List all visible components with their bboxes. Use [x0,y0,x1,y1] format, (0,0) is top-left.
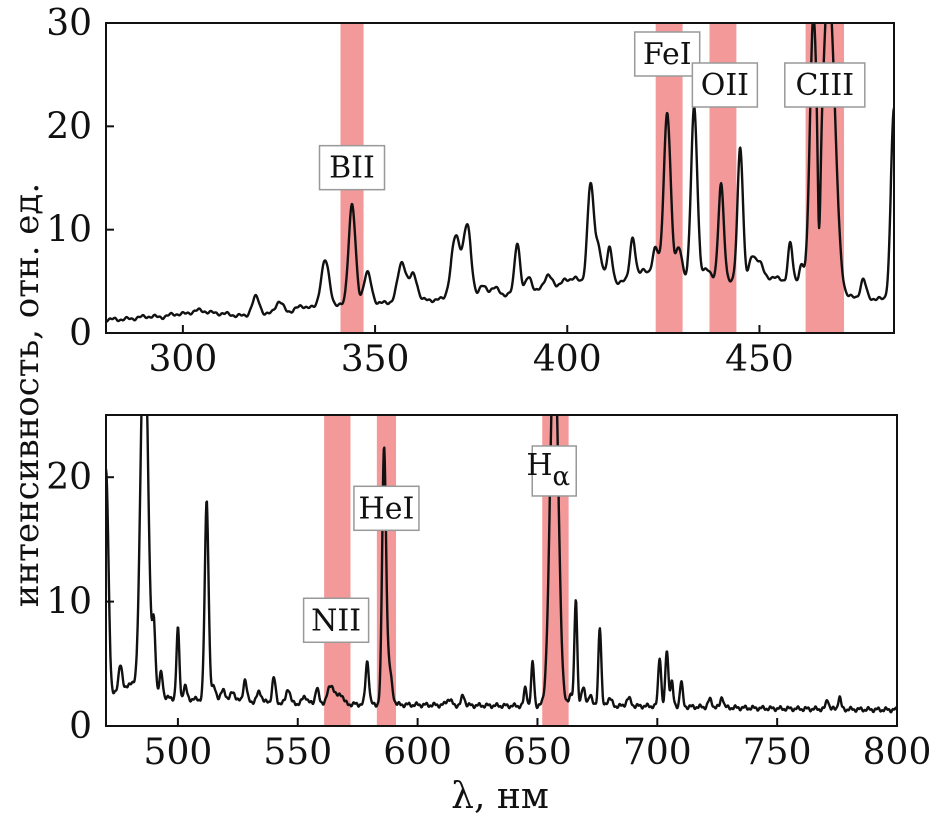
top-y-tick-label: 0 [69,313,92,354]
top-x-tick-label: 400 [533,339,602,380]
top-label-oii: OII [691,62,759,108]
top-label-text: FeI [643,37,692,72]
bottom-x-tick-label: 750 [743,732,812,773]
top-label-text: CIII [796,68,855,103]
top-y-tick-label: 10 [46,210,92,251]
bottom-y-tick-label: 10 [46,582,92,623]
bottom-x-tick-label: 600 [383,732,452,773]
top-x-tick-label: 300 [149,339,218,380]
bottom-y-tick-label: 20 [46,457,92,498]
bottom-x-tick-label: 650 [503,732,572,773]
top-label-bii: BII [318,144,386,191]
top-y-tick-label: 20 [46,106,92,147]
bottom-label-h: Hα [526,445,577,497]
bottom-x-tick-label: 550 [263,732,332,773]
bottom-spectrum-line [106,415,897,714]
top-label-text: BII [329,151,375,186]
bottom-x-tick-label: 800 [863,732,930,773]
bottom-label-hei: HeI [353,485,420,532]
bottom-x-tick-label: 500 [144,732,213,773]
bottom-band-nii [324,415,351,726]
top-label-text: OII [701,68,749,103]
top-plot-area [106,23,894,333]
top-x-tick-label: 350 [341,339,410,380]
bottom-label-text: Hα [526,448,570,492]
bottom-label-nii: NII [302,597,370,644]
bottom-y-tick-label: 0 [69,706,92,747]
top-label-ciii: CIII [784,62,866,108]
bottom-label-text: HeI [359,491,415,526]
bottom-label-text: NII [311,603,361,638]
y-axis-label: интенсивность, отн. ед. [7,183,47,607]
top-y-tick-label: 30 [46,3,92,44]
top-axes-frame [105,22,895,334]
bottom-x-tick-label: 700 [623,732,692,773]
bottom-plot-area [106,415,897,726]
bottom-axes-frame [105,414,898,727]
x-axis-label: λ, нм [451,776,549,817]
top-label-fei: FeI [633,31,701,77]
top-x-tick-label: 450 [725,339,794,380]
top-spectrum-line [106,23,894,323]
